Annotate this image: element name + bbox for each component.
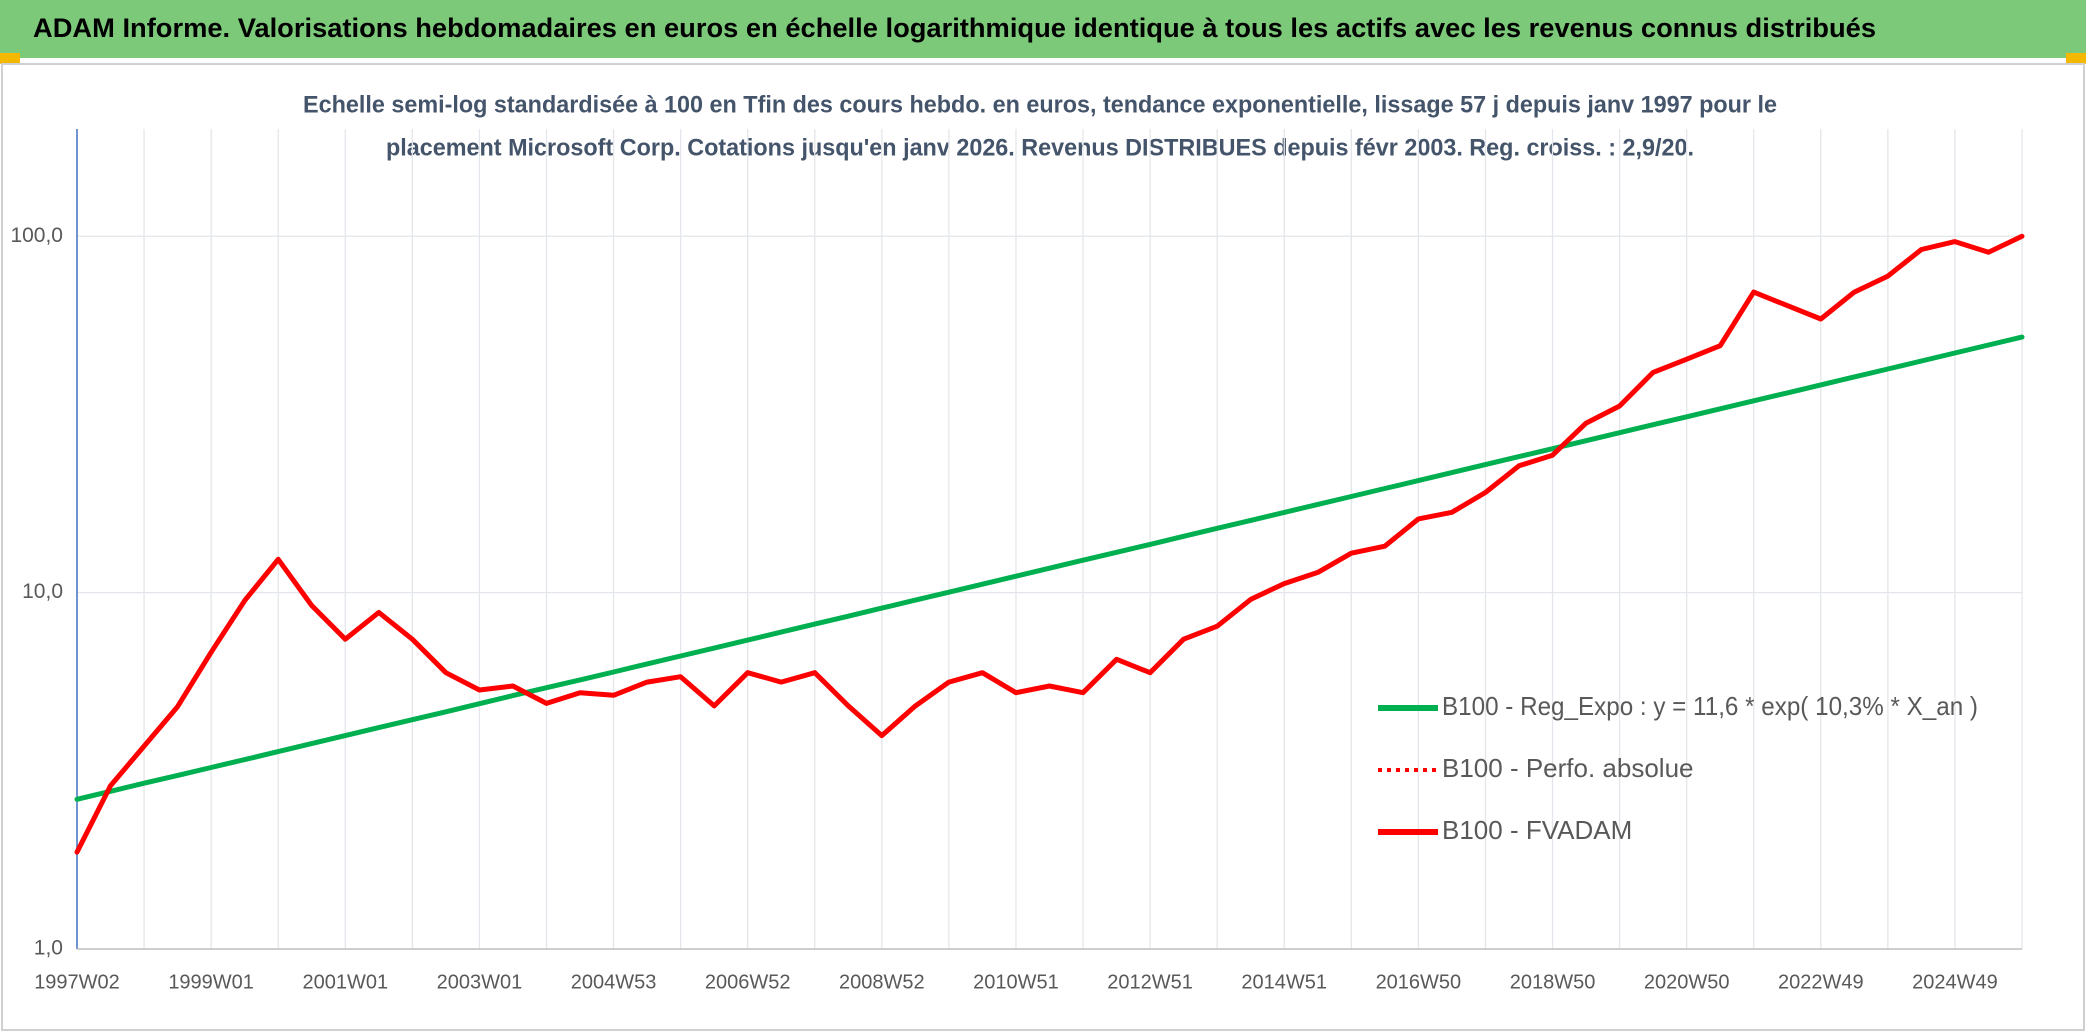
corner xyxy=(0,53,20,64)
legend-label: B100 - FVADAM xyxy=(1442,815,1632,845)
x-tick-label: 2001W01 xyxy=(302,971,388,993)
legend-label: B100 - Reg_Expo : y = 11,6 * exp( 10,3% … xyxy=(1442,691,1978,721)
x-tick-label: 2004W53 xyxy=(571,971,657,993)
y-tick-label: 10,0 xyxy=(22,580,63,603)
x-tick-label: 2018W50 xyxy=(1510,971,1596,993)
x-tick-label: 2022W49 xyxy=(1778,971,1864,993)
chart-subtitle: Echelle semi-log standardisée à 100 en T… xyxy=(303,91,1777,118)
frame xyxy=(1,63,2085,1031)
x-tick-label: 2016W50 xyxy=(1376,971,1462,993)
x-tick-label: 2012W51 xyxy=(1107,971,1193,993)
corner xyxy=(2066,53,2086,64)
x-tick-label: 2014W51 xyxy=(1241,971,1327,993)
x-tick-label: 1999W01 xyxy=(168,971,254,993)
x-tick-label: 2024W49 xyxy=(1912,971,1998,993)
chart-subtitle: placement Microsoft Corp. Cotations jusq… xyxy=(386,134,1694,161)
legend-label: B100 - Perfo. absolue xyxy=(1442,753,1694,783)
x-tick-label: 2020W50 xyxy=(1644,971,1730,993)
x-tick-label: 2010W51 xyxy=(973,971,1059,993)
line-series xyxy=(74,334,2025,802)
line-series xyxy=(74,233,2025,855)
x-tick-label: 2006W52 xyxy=(705,971,791,993)
x-tick-label: 2003W01 xyxy=(437,971,523,993)
x-tick-label: 1997W02 xyxy=(34,971,120,993)
y-tick-label: 100,0 xyxy=(10,224,63,247)
y-tick-label: 1,0 xyxy=(34,937,63,960)
title-bar xyxy=(0,0,2086,58)
chart-title: ADAM Informe. Valorisations hebdomadaire… xyxy=(33,13,1876,43)
x-tick-label: 2008W52 xyxy=(839,971,925,993)
